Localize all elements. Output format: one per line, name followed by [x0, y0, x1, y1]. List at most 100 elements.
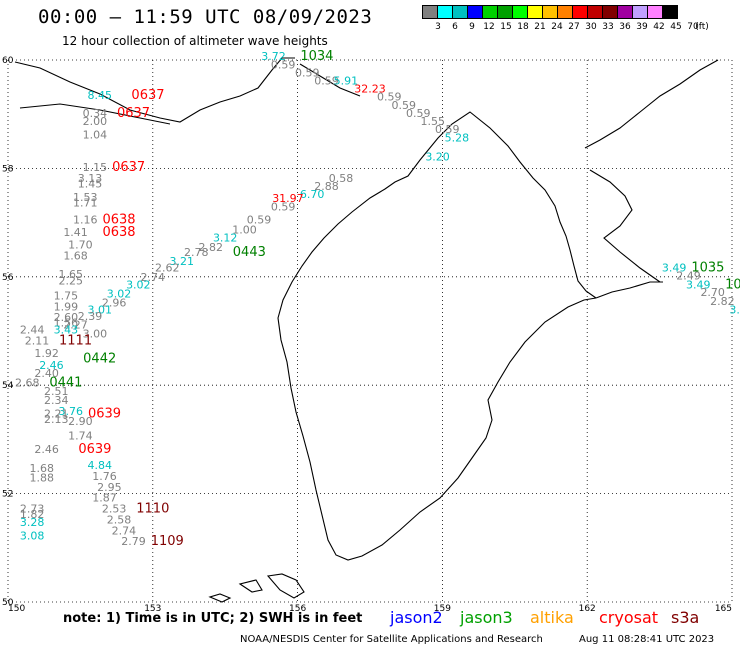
wave-height-label: 0.59 [271, 59, 296, 72]
wave-height-label: 5.91 [334, 74, 359, 87]
longitude-label: 165 [715, 604, 732, 614]
wave-height-label: 2.73 [20, 503, 45, 516]
longitude-label: 150 [8, 604, 25, 614]
pass-time-label: 1110 [136, 502, 169, 517]
satellite-s3a: s3a [671, 608, 700, 627]
wave-height-label: 2.68 [15, 376, 40, 389]
latitude-label: 50 [2, 598, 14, 608]
satellite-jason2: jason2 [390, 608, 443, 627]
wave-height-label: 2.00 [83, 115, 108, 128]
wave-height-label: 2.79 [121, 535, 146, 548]
pass-time-label: 0637 [131, 88, 164, 103]
pass-time-label: 0638 [102, 213, 135, 228]
wave-height-label: 2.70 [700, 286, 725, 299]
wave-height-label: 1.56 [54, 317, 79, 330]
wave-height-label: 3.08 [20, 530, 45, 543]
legend-label: 18 [517, 22, 529, 32]
wave-height-label: 3.76 [58, 405, 83, 418]
latitude-label: 54 [2, 381, 14, 391]
legend-label: 6 [452, 22, 458, 32]
wave-height-label: 1.55 [420, 115, 445, 128]
wave-height-label: 2.95 [97, 481, 122, 494]
wave-height-label: 3.28 [20, 516, 45, 529]
wave-height-label: 3.14 [729, 304, 740, 317]
legend-label: 42 [653, 22, 665, 32]
wave-height-label: 2.88 [314, 180, 339, 193]
wave-height-label: 2.11 [25, 335, 50, 348]
wave-height-label: 0.59 [392, 99, 417, 112]
wave-height-label: 3.00 [83, 328, 108, 341]
legend-label: 9 [469, 22, 475, 32]
wave-height-label: 1.92 [34, 347, 59, 360]
pass-time-label: 1034 [725, 278, 740, 293]
wave-height-label: 2.21 [44, 408, 69, 421]
wave-height-label: 1.76 [92, 470, 117, 483]
latitude-label: 58 [2, 164, 14, 174]
wave-height-label: 0.59 [435, 123, 460, 136]
wave-height-label: 1.68 [63, 249, 88, 262]
wave-height-label: 2.46 [39, 359, 64, 372]
wave-height-label: 2.74 [141, 271, 166, 284]
wave-height-label: 1.16 [73, 214, 98, 227]
wave-height-label: 2.53 [102, 503, 127, 516]
wave-height-label: 2.60 [54, 311, 79, 324]
wave-height-label: 1.70 [68, 239, 93, 252]
pass-time-label: 0442 [83, 351, 116, 366]
wave-height-label: 3.43 [54, 324, 79, 337]
wave-height-label: 1.75 [54, 290, 79, 303]
legend-label: 15 [500, 22, 512, 32]
wave-height-label: 0.34 [83, 107, 108, 120]
wave-height-label: 4.84 [87, 459, 112, 472]
longitude-label: 153 [144, 604, 161, 614]
legend-label: 36 [619, 22, 631, 32]
pass-time-label: 0639 [88, 407, 121, 422]
pass-time-label: 0638 [102, 225, 135, 240]
latitude-label: 56 [2, 273, 14, 283]
longitude-label: 159 [434, 604, 451, 614]
wave-height-label: 1.71 [73, 196, 98, 209]
wave-height-label: 3.21 [170, 255, 195, 268]
legend-label: 30 [585, 22, 597, 32]
legend-labels: 3 6 9 12 15 18 21 24 27 30 33 36 39 42 45 70 (ft) [422, 22, 740, 34]
pass-time-label: 0637 [112, 160, 145, 175]
wave-height-label: 3.72 [261, 50, 286, 63]
wave-height-label: 2.58 [107, 513, 132, 526]
wave-height-label: 1.53 [73, 191, 98, 204]
wave-height-label: 8.45 [87, 89, 112, 102]
wave-height-label: 0.59 [247, 214, 272, 227]
coastline [14, 57, 719, 603]
pass-time-label: 1035 [691, 260, 724, 275]
satellite-cryosat: cryosat [599, 608, 659, 627]
wave-height-label: 2.44 [20, 324, 45, 337]
wave-height-label: 2.51 [44, 385, 69, 398]
longitude-label: 156 [289, 604, 306, 614]
wave-height-label: 3.20 [425, 150, 450, 163]
wave-height-label: 2.40 [34, 367, 59, 380]
legend-label: 33 [602, 22, 614, 32]
wave-height-label: 0.59 [271, 201, 296, 214]
wave-height-label: 1.41 [63, 226, 88, 239]
wave-height-label: 0.59 [314, 74, 339, 87]
wave-height-label: 1.45 [78, 177, 103, 190]
wave-height-label: 3.13 [78, 172, 103, 185]
footer-credit: NOAA/NESDIS Center for Satellite Applica… [240, 634, 543, 645]
wave-height-label: 0.58 [329, 172, 354, 185]
wave-height-label: 0.59 [377, 91, 402, 104]
legend-label: 70 [687, 22, 699, 32]
pass-time-label: 1111 [59, 334, 92, 349]
footer-generated-date: Aug 11 08:28:41 UTC 2023 [579, 634, 715, 645]
wave-height-label: 1.74 [68, 429, 93, 442]
wave-height-label: 2.39 [78, 310, 103, 323]
wave-height-label: 0.59 [406, 107, 431, 120]
legend-label: 12 [483, 22, 495, 32]
wave-height-label: 32.23 [354, 83, 386, 96]
wave-height-label: 1.68 [30, 462, 55, 475]
legend-label: 3 [435, 22, 441, 32]
wave-height-label: 5.28 [445, 131, 470, 144]
wave-height-label: 2.27 [63, 318, 88, 331]
latitude-label: 52 [2, 490, 13, 500]
wave-height-label: 2.74 [112, 524, 137, 537]
wave-height-label: 3.02 [126, 279, 151, 292]
color-legend: 3 6 9 12 15 18 21 24 27 30 33 36 39 42 45 70 (ft) [422, 5, 709, 32]
